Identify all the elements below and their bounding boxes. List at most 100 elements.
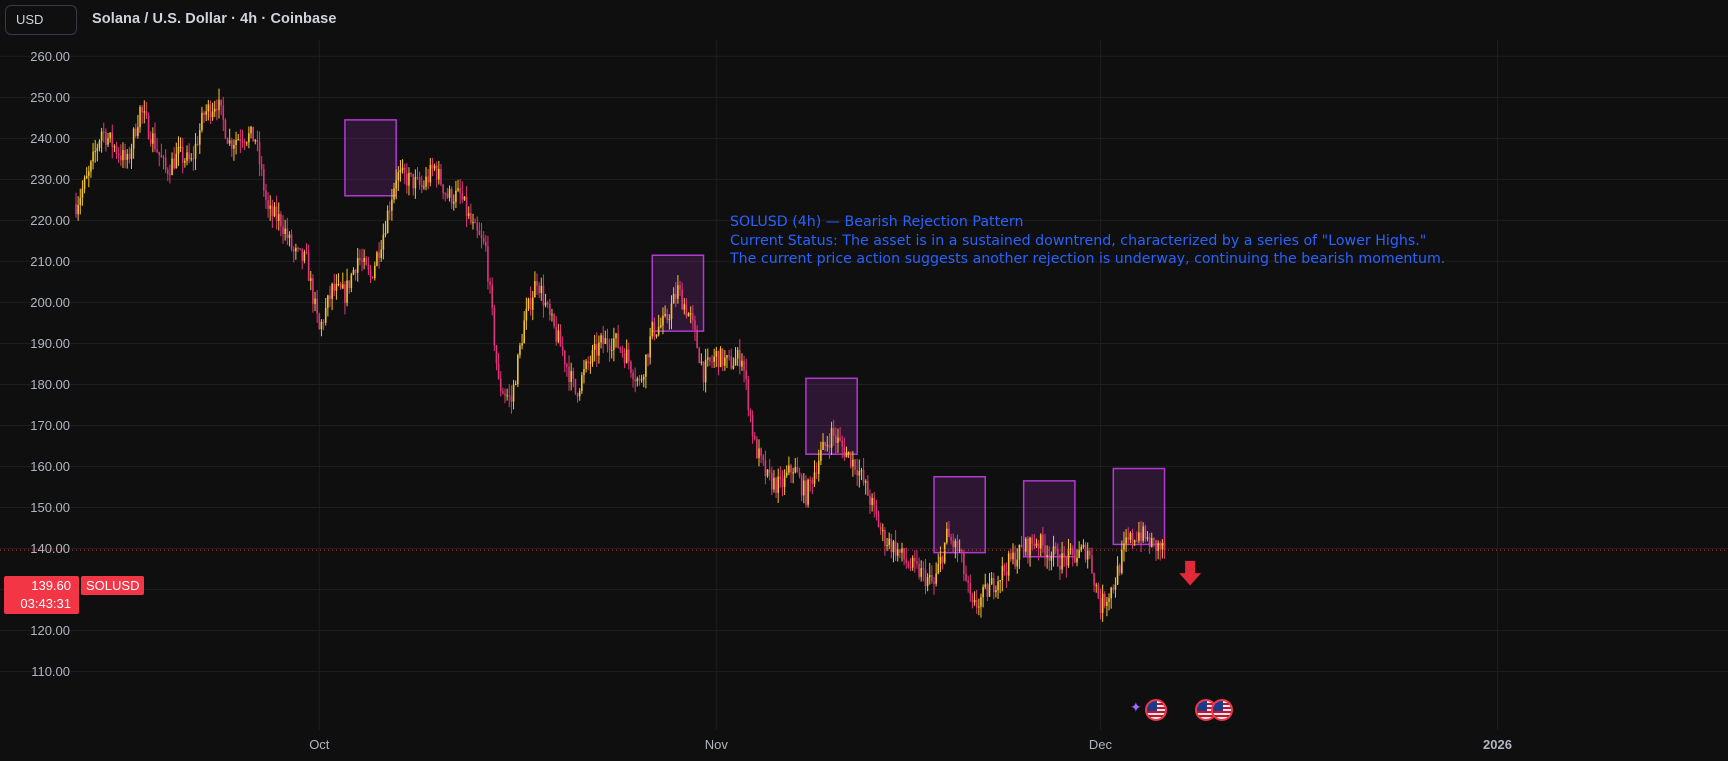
candle-body: [1106, 601, 1108, 606]
candle-body: [649, 336, 651, 358]
candle-body: [798, 472, 801, 477]
us-flag-icon[interactable]: [1211, 699, 1233, 721]
us-flag-icon[interactable]: [1145, 699, 1167, 721]
candle-body: [534, 281, 536, 298]
candle-body: [504, 393, 506, 396]
chart-annotation[interactable]: SOLUSD (4h) — Bearish Rejection Pattern …: [730, 213, 1445, 269]
candle-body: [519, 345, 521, 355]
candle-body: [546, 302, 549, 305]
candle-body: [442, 184, 444, 194]
candle-body: [867, 481, 869, 496]
candle-body: [307, 252, 310, 281]
star-icon[interactable]: ✦: [1130, 699, 1142, 715]
candle-body: [467, 213, 470, 217]
candle-body: [1035, 543, 1038, 546]
candle-body: [721, 348, 724, 366]
candle-body: [154, 133, 156, 150]
candle-body: [1101, 593, 1104, 613]
candle-body: [702, 361, 705, 383]
candle-body: [194, 143, 197, 159]
candle-body: [975, 600, 978, 608]
candle-body: [1129, 533, 1132, 540]
candle-body: [856, 469, 858, 476]
candle-body: [120, 155, 122, 161]
candle-body: [967, 580, 969, 583]
candle-body: [211, 111, 214, 118]
candle-body: [427, 176, 429, 183]
candle-body: [102, 131, 105, 133]
candle-body: [873, 498, 876, 506]
candle-body: [512, 384, 515, 402]
candle-body: [796, 467, 799, 473]
candle-body: [971, 594, 974, 603]
candle-body: [252, 126, 254, 142]
candle-body: [273, 206, 276, 217]
candle-body: [907, 563, 910, 568]
candle-body: [849, 452, 852, 467]
candle-body: [1042, 534, 1044, 546]
candle-body: [173, 158, 175, 169]
candle-body: [933, 581, 935, 584]
candle-body: [205, 111, 207, 115]
candle-body: [491, 284, 494, 308]
candle-body: [845, 452, 848, 458]
candle-body: [642, 376, 645, 380]
candle-body: [517, 354, 519, 385]
candle-body: [1089, 550, 1091, 556]
candle-body: [213, 108, 216, 112]
candle-body: [781, 478, 784, 488]
candle-body: [124, 150, 126, 160]
candle-body: [408, 172, 410, 186]
candle-body: [88, 171, 90, 176]
candle-body: [250, 126, 252, 134]
candle-body: [286, 228, 289, 238]
candle-body: [756, 439, 758, 459]
candle-body: [602, 335, 604, 344]
candle-body: [237, 139, 240, 141]
bar-countdown: 03:43:31: [20, 596, 71, 611]
candle-body: [233, 144, 235, 149]
candle-body: [433, 165, 436, 169]
candle-body: [256, 140, 259, 142]
candle-body: [852, 459, 854, 467]
candle-body: [608, 345, 611, 351]
candle-body: [1142, 526, 1144, 541]
candle-body: [162, 157, 165, 159]
candle-body: [1093, 572, 1095, 586]
candle-body: [559, 330, 562, 347]
candle-body: [657, 326, 660, 335]
candle-body: [365, 258, 368, 265]
candle-body: [258, 141, 261, 165]
candle-body: [1010, 553, 1012, 560]
candle-body: [1044, 545, 1046, 558]
candle-body: [367, 264, 370, 270]
candle-body: [169, 174, 171, 176]
candle-body: [651, 322, 654, 337]
currency-button[interactable]: USD: [5, 5, 77, 35]
candle-body: [623, 352, 626, 364]
candle-body: [388, 210, 391, 212]
candle-body: [1095, 584, 1098, 586]
candle-body: [314, 298, 316, 304]
candle-body: [391, 199, 393, 211]
candle-body: [196, 143, 199, 145]
candle-body: [890, 538, 893, 553]
candle-body: [1131, 533, 1134, 543]
candle-body: [881, 530, 884, 532]
candle-body: [785, 472, 788, 476]
candle-body: [551, 314, 553, 316]
candle-body: [220, 99, 222, 106]
candle-body: [141, 106, 143, 113]
last-price-tag: 139.60 03:43:31: [4, 576, 79, 614]
candle-body: [143, 111, 146, 113]
candle-body: [973, 600, 976, 603]
candle-body: [956, 540, 959, 551]
candle-body: [668, 319, 671, 321]
candle-body: [636, 378, 639, 382]
candle-body: [581, 375, 583, 391]
candle-body: [743, 360, 745, 371]
candle-body: [184, 160, 186, 163]
y-tick-label: 230.00: [30, 172, 70, 187]
candle-body: [284, 228, 286, 234]
